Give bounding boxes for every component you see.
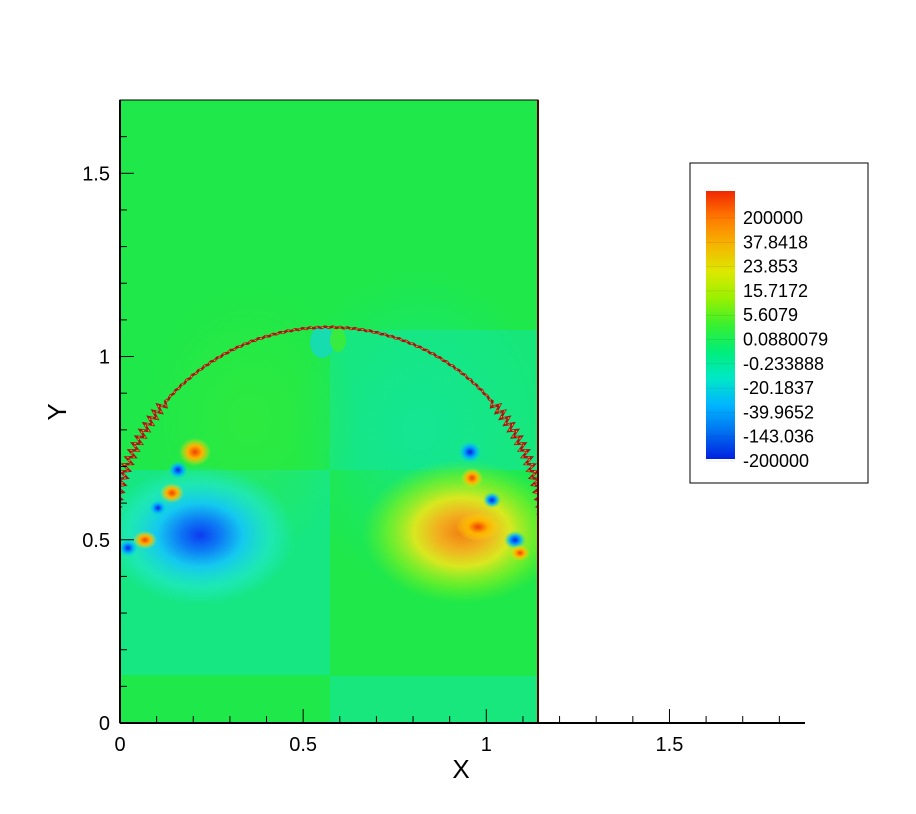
- legend-level-label: 23.853: [743, 257, 798, 277]
- cyan-spot-top: [310, 326, 334, 358]
- x-tick-label: 0.5: [289, 734, 317, 756]
- contour-field: [120, 100, 538, 723]
- hot-spot-left-3: [133, 531, 157, 549]
- y-tick-label: 1: [99, 347, 110, 369]
- legend-level-label: -20.1837: [743, 378, 814, 398]
- legend: 200000 37.8418 23.853 15.7172 5.6079 0.088007…: [689, 162, 869, 484]
- legend-colorbar: [706, 191, 735, 459]
- y-tick-label: 0.5: [82, 530, 110, 552]
- y-tick-label: 0: [99, 713, 110, 735]
- hot-spot-left-2: [160, 483, 184, 503]
- legend-level-label: 200000: [743, 208, 803, 228]
- cold-spot-left-3: [120, 539, 138, 557]
- cold-spot-right-3: [504, 531, 526, 549]
- y-axis-label: Y: [42, 403, 72, 420]
- cold-spot-left-2: [149, 500, 167, 516]
- legend-labels: 200000 37.8418 23.853 15.7172 5.6079 0.088007…: [706, 208, 828, 471]
- axes: 0 0.5 1 1.5 0 0.5 1 1.5 X Y: [42, 99, 805, 784]
- x-tick-label: 1.5: [656, 734, 684, 756]
- green-spot-top: [330, 328, 346, 352]
- x-axis-label: X: [452, 754, 469, 784]
- region-bottom-right-cyan: [330, 676, 538, 723]
- interface-speckle: [120, 326, 538, 515]
- y-tick-label: 1.5: [82, 163, 110, 185]
- cold-spot-right-2: [483, 492, 501, 508]
- legend-level-label: -39.9652: [743, 402, 814, 422]
- legend-level-label: -200000: [743, 451, 809, 471]
- blue-vortex-left: [120, 465, 295, 605]
- legend-level-label: 5.6079: [743, 305, 798, 325]
- hot-spot-right-3: [510, 545, 530, 561]
- y-ticks: 0 0.5 1 1.5: [82, 99, 134, 735]
- legend-level-label: 15.7172: [743, 281, 808, 301]
- hot-spot-right-1: [461, 468, 483, 488]
- legend-level-label: -143.036: [743, 427, 814, 447]
- hot-spot-right-2: [456, 513, 500, 541]
- legend-level-label: -0.233888: [743, 354, 824, 374]
- x-ticks: 0 0.5 1 1.5: [114, 709, 780, 756]
- x-tick-label: 0: [114, 734, 125, 756]
- cold-spot-right-1: [458, 441, 482, 463]
- cold-spot-left-1: [168, 461, 188, 479]
- x-tick-label: 1: [481, 734, 492, 756]
- hot-spot-left-1: [179, 438, 211, 466]
- legend-level-label: 0.0880079: [743, 330, 828, 350]
- legend-level-label: 37.8418: [743, 232, 808, 252]
